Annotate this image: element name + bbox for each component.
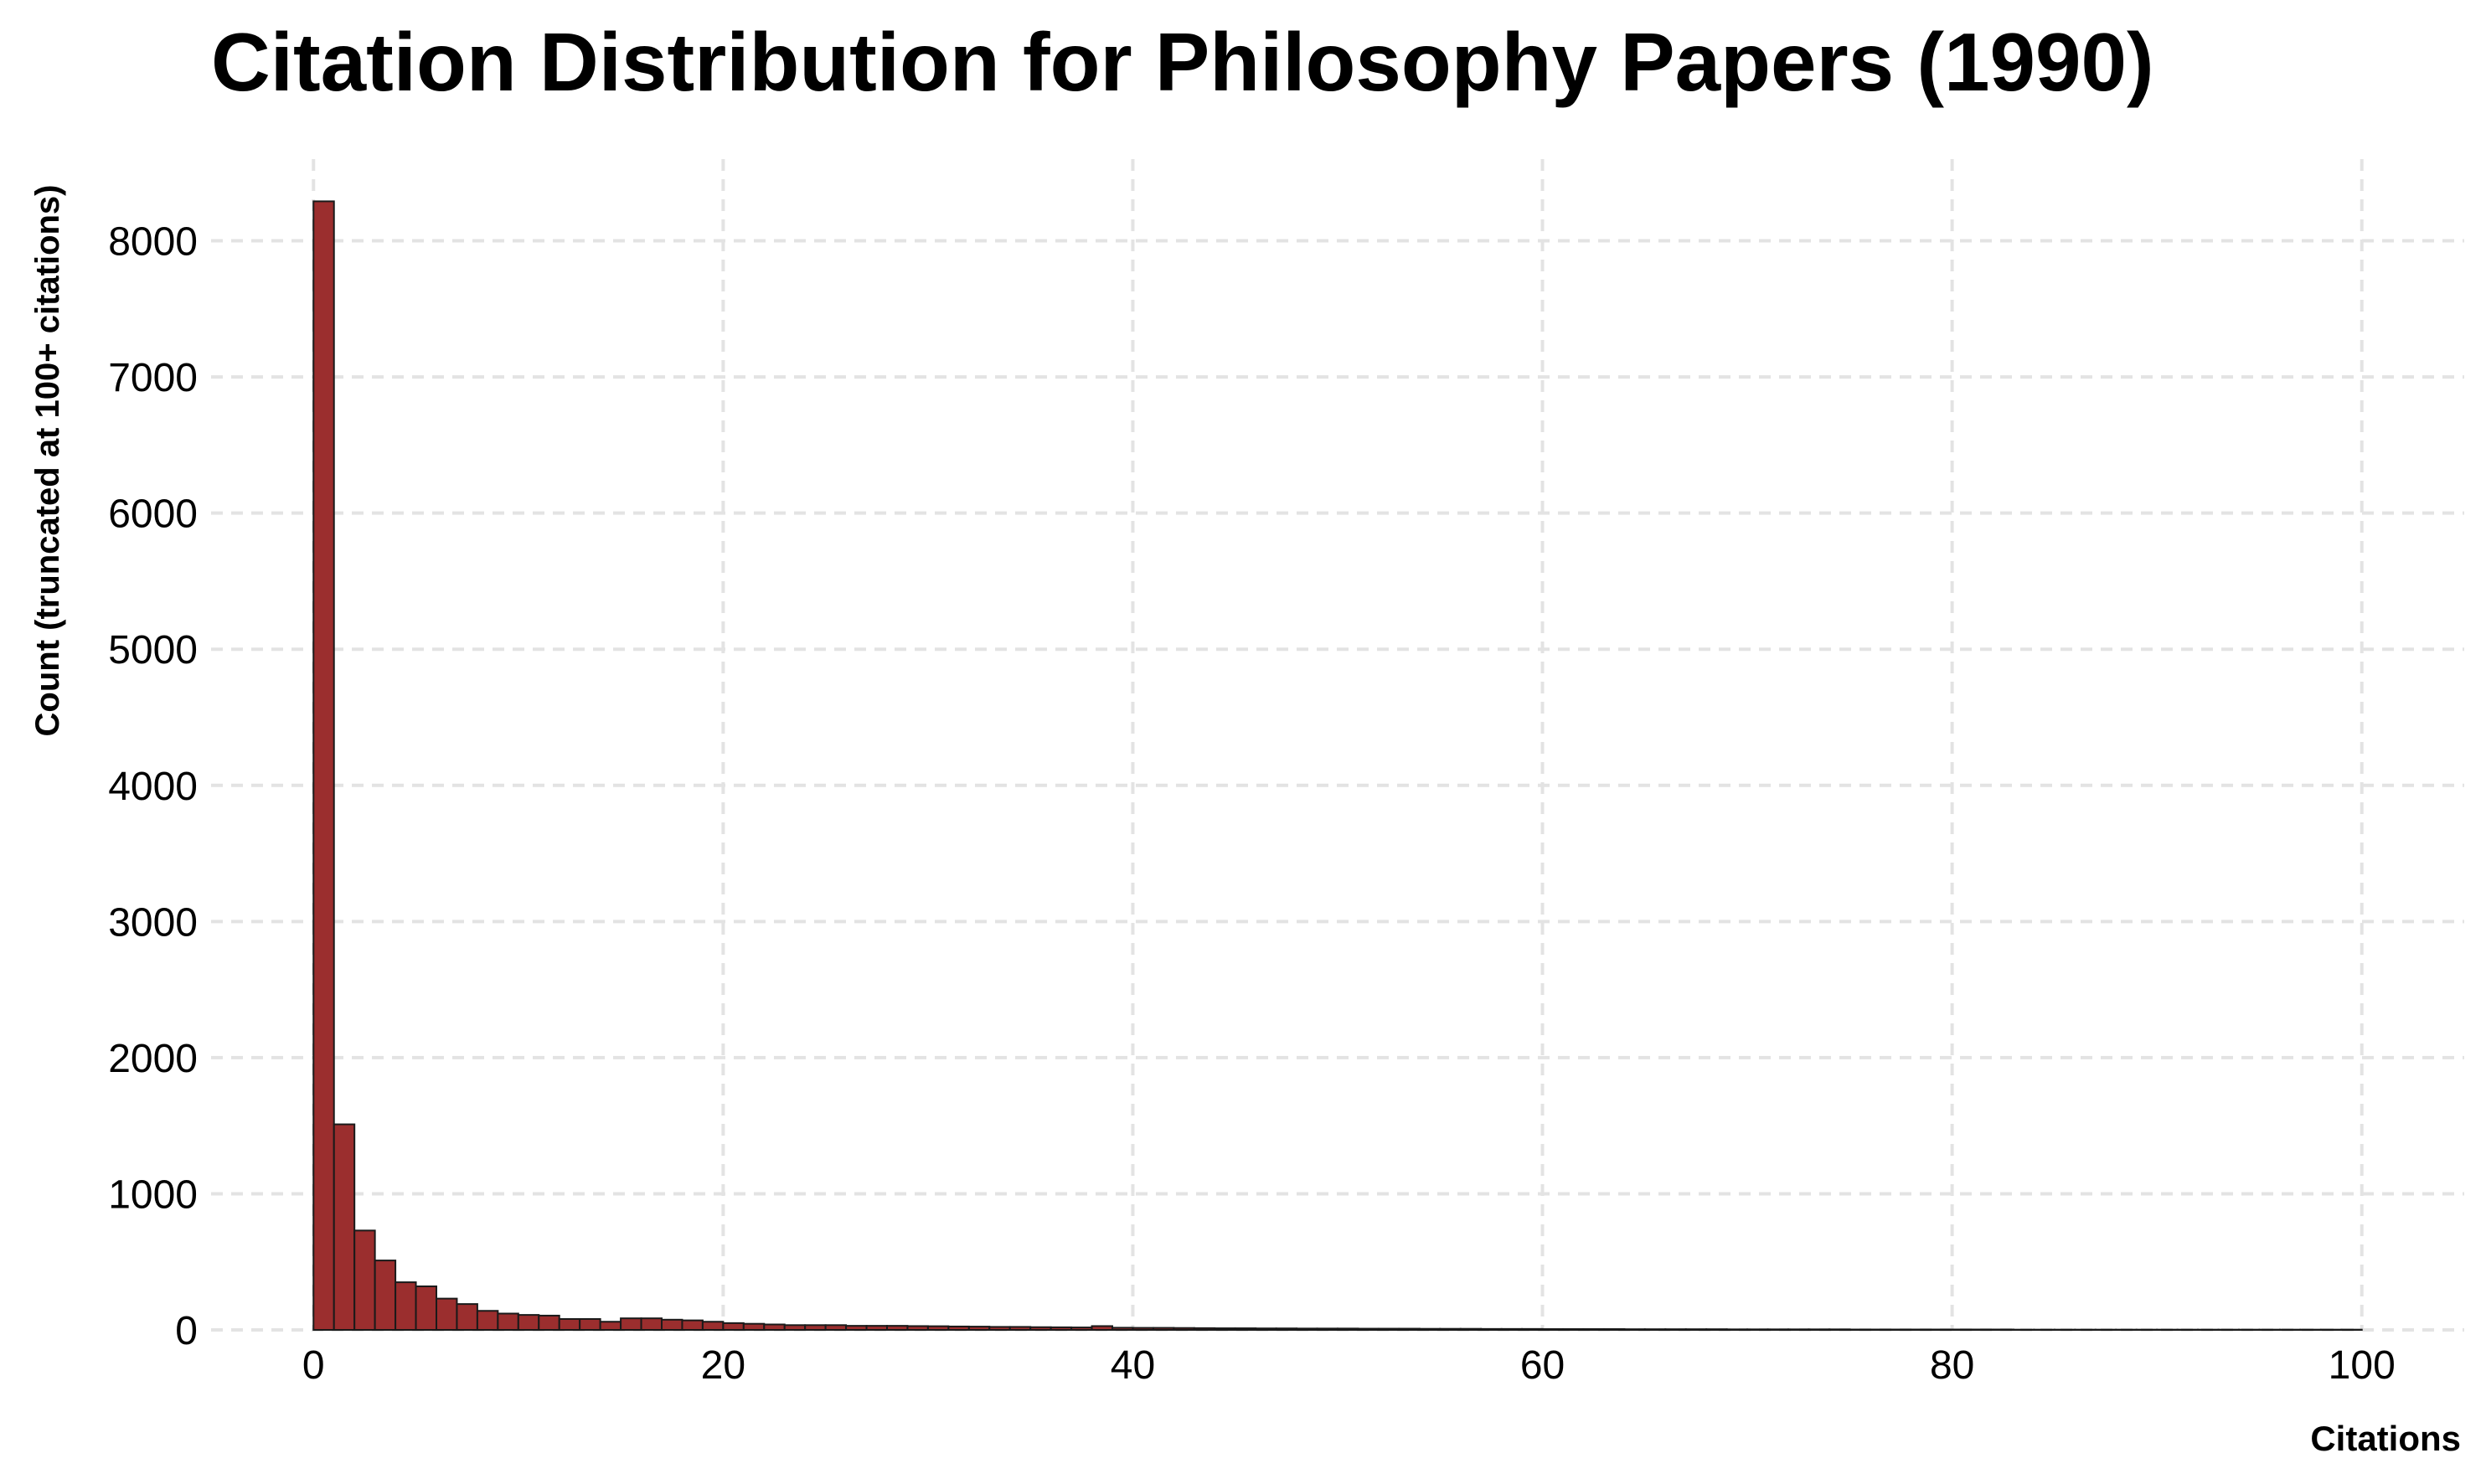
- histogram-bar: [395, 1281, 417, 1331]
- histogram-bar: [456, 1303, 478, 1332]
- histogram-bar: [497, 1312, 519, 1332]
- histogram-bar: [701, 1321, 725, 1331]
- histogram-bar: [742, 1322, 766, 1332]
- histogram-bar: [947, 1325, 970, 1331]
- histogram-bar: [988, 1326, 1011, 1331]
- histogram-bar: [1664, 1328, 1687, 1332]
- histogram-bar: [1275, 1327, 1298, 1332]
- x-tick-label: 40: [1111, 1343, 1155, 1388]
- histogram-bar: [661, 1318, 683, 1331]
- histogram-bar: [1582, 1328, 1605, 1332]
- y-tick-label: 3000: [108, 900, 198, 945]
- histogram-bar: [1541, 1328, 1564, 1332]
- histogram-bar: [865, 1325, 888, 1332]
- histogram-bar: [538, 1314, 560, 1332]
- y-tick-label: 8000: [108, 220, 198, 265]
- x-tick-label: 0: [302, 1343, 325, 1388]
- x-tick-label: 20: [701, 1343, 745, 1388]
- histogram-bar: [1193, 1327, 1216, 1331]
- x-tick-label: 100: [2329, 1343, 2396, 1388]
- histogram-bar: [1808, 1328, 1830, 1331]
- histogram-bar: [1091, 1325, 1113, 1331]
- y-tick-label: 5000: [108, 628, 198, 672]
- histogram-bar: [1602, 1328, 1626, 1332]
- histogram-bar: [1521, 1327, 1544, 1331]
- histogram-bar: [1418, 1327, 1442, 1332]
- histogram-bar: [1562, 1328, 1585, 1332]
- histogram-bar: [558, 1317, 581, 1332]
- histogram-bar: [436, 1297, 458, 1331]
- histogram-bar: [1398, 1327, 1421, 1332]
- histogram-bar: [1255, 1327, 1277, 1332]
- histogram-bar: [1234, 1327, 1257, 1332]
- x-tick-label: 60: [1520, 1343, 1565, 1388]
- y-tick-label: 4000: [108, 765, 198, 809]
- histogram-bar: [722, 1322, 745, 1331]
- histogram-bar: [926, 1325, 950, 1332]
- histogram-bar: [804, 1324, 827, 1331]
- tick-labels: 0 20 40 60 80 1000100020003000400050006000700…: [108, 220, 2396, 1388]
- histogram-bars: [312, 200, 2363, 1332]
- histogram-bar: [476, 1310, 499, 1331]
- x-axis-label: Citations: [2310, 1419, 2461, 1458]
- grid-lines: [211, 159, 2464, 1332]
- histogram-bar: [681, 1319, 704, 1332]
- histogram-bar: [1459, 1327, 1483, 1332]
- histogram-bar: [312, 200, 335, 1331]
- chart-title: Citation Distribution for Philosophy Pap…: [211, 16, 2154, 108]
- histogram-bar: [1480, 1327, 1503, 1331]
- histogram-bar: [1337, 1327, 1359, 1331]
- histogram-bar: [1173, 1327, 1195, 1332]
- x-tick-label: 80: [1930, 1343, 1974, 1388]
- histogram-bar: [824, 1324, 848, 1331]
- histogram-bar: [1132, 1327, 1154, 1332]
- histogram-bar: [763, 1323, 786, 1332]
- histogram-bar: [1008, 1326, 1032, 1331]
- histogram-bar: [1684, 1328, 1708, 1332]
- histogram-bar: [1623, 1328, 1646, 1332]
- histogram-bar: [1746, 1328, 1769, 1331]
- histogram-bar: [1152, 1327, 1175, 1332]
- histogram-bar: [906, 1325, 929, 1331]
- y-tick-label: 6000: [108, 492, 198, 537]
- histogram-bar: [967, 1326, 991, 1332]
- histogram-bar: [1500, 1327, 1524, 1331]
- histogram-bar: [886, 1325, 909, 1332]
- histogram-bar: [1050, 1326, 1073, 1331]
- histogram-bar: [620, 1317, 642, 1332]
- histogram-bar: [374, 1260, 397, 1331]
- histogram-bar: [333, 1123, 356, 1332]
- histogram-bar: [1767, 1328, 1789, 1331]
- histogram-bar: [1643, 1328, 1667, 1332]
- histogram-bar: [1787, 1328, 1810, 1331]
- y-axis-label: Count (truncated at 100+ citations): [29, 185, 66, 737]
- histogram-bar: [1029, 1326, 1052, 1331]
- histogram-bar: [1070, 1327, 1093, 1332]
- histogram-bar: [1214, 1327, 1236, 1332]
- y-tick-label: 1000: [108, 1172, 198, 1217]
- histogram-bar: [1725, 1328, 1749, 1331]
- histogram-bar: [1296, 1327, 1318, 1331]
- histogram-bar: [783, 1324, 807, 1331]
- histogram-bar: [1439, 1327, 1462, 1332]
- histogram-bar: [1357, 1327, 1380, 1332]
- histogram-bar: [640, 1317, 663, 1332]
- histogram-bar: [1111, 1327, 1134, 1331]
- histogram-bar: [1705, 1328, 1728, 1332]
- y-tick-label: 2000: [108, 1037, 198, 1081]
- histogram-bar: [599, 1321, 622, 1331]
- histogram-bar: [1828, 1328, 1851, 1331]
- histogram-bar: [1316, 1327, 1338, 1331]
- histogram-bar: [353, 1229, 376, 1331]
- histogram-bar: [415, 1285, 437, 1332]
- histogram-bar: [1377, 1327, 1400, 1332]
- histogram-bar: [579, 1317, 601, 1332]
- y-tick-label: 7000: [108, 356, 198, 400]
- histogram-bar: [845, 1325, 868, 1332]
- y-tick-label: 0: [175, 1309, 198, 1353]
- histogram-bar: [517, 1314, 540, 1332]
